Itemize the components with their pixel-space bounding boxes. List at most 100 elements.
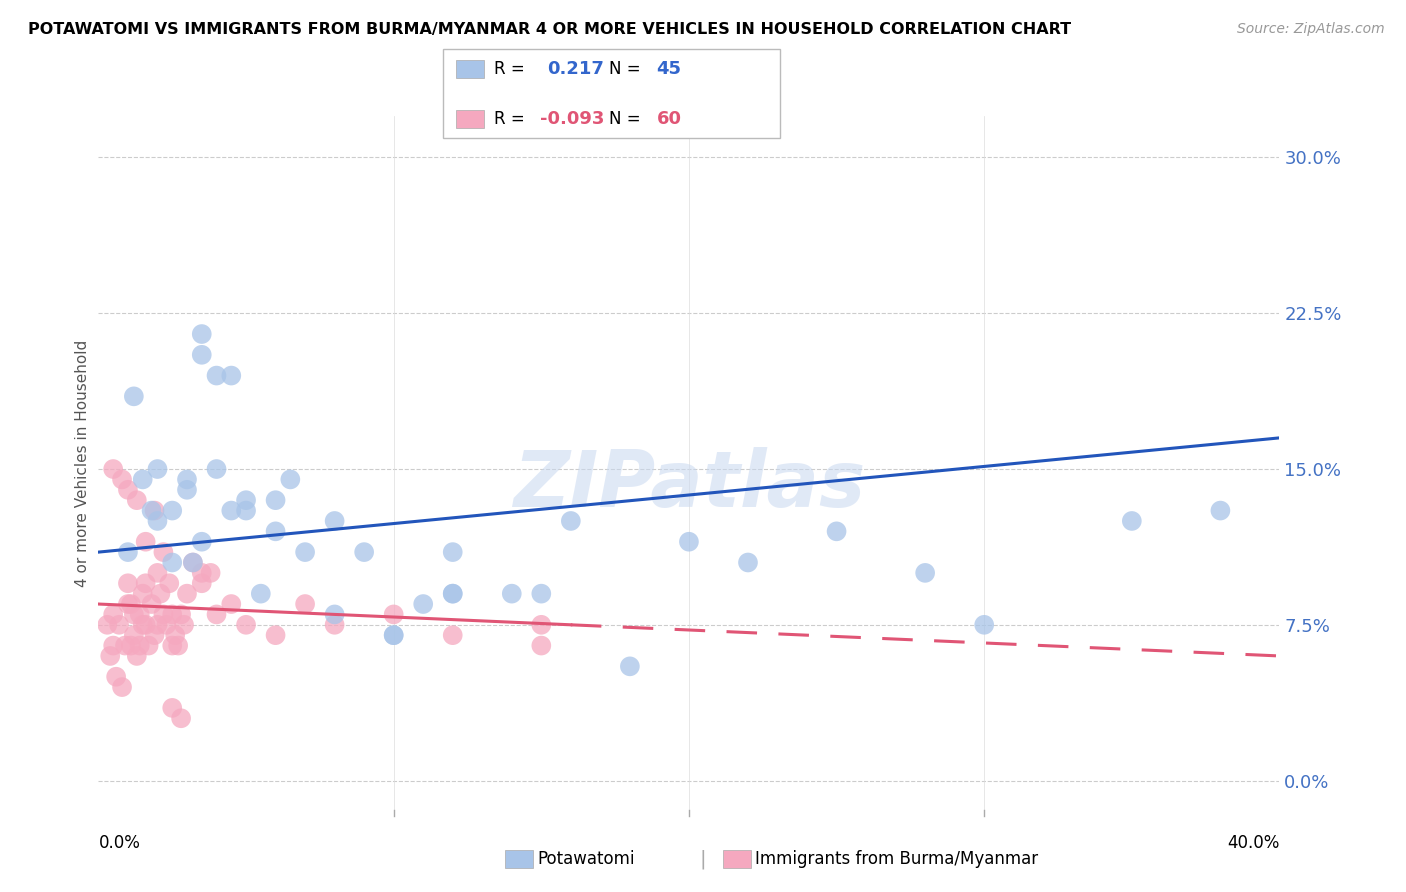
Point [146, 617, 169, 632]
Y-axis label: 4 or more Vehicles in Household: 4 or more Vehicles in Household [75, 340, 90, 588]
Point [294, 545, 316, 559]
Point [250, 587, 273, 601]
Point [176, 472, 198, 486]
Text: ZIPatlas: ZIPatlas [513, 447, 865, 523]
Point [138, 639, 160, 653]
Text: 0.0%: 0.0% [98, 834, 141, 852]
Point [200, 566, 222, 580]
Point [530, 639, 553, 653]
Point [146, 462, 169, 476]
Point [143, 503, 166, 517]
Point [117, 483, 139, 497]
Point [128, 639, 150, 653]
Point [176, 587, 198, 601]
Point [122, 628, 145, 642]
Point [108, 617, 131, 632]
Text: Source: ZipAtlas.com: Source: ZipAtlas.com [1237, 22, 1385, 37]
Point [382, 628, 405, 642]
Point [353, 545, 375, 559]
Point [105, 670, 128, 684]
Point [737, 556, 759, 570]
Point [125, 493, 148, 508]
Point [162, 607, 183, 622]
Point [143, 628, 166, 642]
Point [560, 514, 582, 528]
Point [170, 711, 193, 725]
Text: N =: N = [609, 110, 640, 128]
Point [221, 597, 243, 611]
Point [235, 617, 257, 632]
Point [191, 326, 214, 341]
Point [221, 368, 243, 383]
Text: Potawatomi: Potawatomi [537, 850, 634, 868]
Point [501, 587, 523, 601]
Text: Immigrants from Burma/Myanmar: Immigrants from Burma/Myanmar [755, 850, 1038, 868]
Point [205, 462, 228, 476]
Point [122, 389, 145, 403]
Point [323, 617, 346, 632]
Point [191, 348, 214, 362]
Point [111, 680, 134, 694]
Point [162, 503, 183, 517]
Point [132, 617, 155, 632]
Point [973, 617, 995, 632]
Point [132, 587, 155, 601]
Text: |: | [700, 849, 706, 869]
Point [103, 462, 125, 476]
Text: 0.217: 0.217 [547, 60, 603, 78]
Text: 40.0%: 40.0% [1227, 834, 1279, 852]
Text: 45: 45 [657, 60, 682, 78]
Point [530, 587, 553, 601]
Point [103, 639, 125, 653]
Text: -0.093: -0.093 [540, 110, 605, 128]
Point [152, 545, 174, 559]
Point [114, 639, 136, 653]
Point [117, 576, 139, 591]
Point [181, 556, 204, 570]
Point [825, 524, 848, 539]
Point [173, 617, 195, 632]
Point [235, 493, 257, 508]
Point [120, 597, 142, 611]
Point [149, 587, 172, 601]
Point [323, 607, 346, 622]
Point [412, 597, 434, 611]
Point [294, 597, 316, 611]
Point [264, 628, 287, 642]
Point [205, 368, 228, 383]
Point [135, 534, 157, 549]
Point [323, 514, 346, 528]
Text: N =: N = [609, 60, 640, 78]
Point [530, 617, 553, 632]
Point [128, 607, 150, 622]
Point [441, 587, 464, 601]
Point [141, 503, 163, 517]
Point [152, 607, 174, 622]
Point [103, 607, 125, 622]
Point [146, 514, 169, 528]
Point [117, 597, 139, 611]
Point [441, 587, 464, 601]
Point [162, 556, 183, 570]
Point [146, 566, 169, 580]
Point [162, 639, 183, 653]
Text: R =: R = [494, 60, 524, 78]
Point [157, 576, 180, 591]
Point [111, 472, 134, 486]
Point [135, 617, 157, 632]
Point [191, 566, 214, 580]
Point [441, 545, 464, 559]
Point [165, 628, 187, 642]
Point [1121, 514, 1143, 528]
Point [162, 701, 183, 715]
Point [619, 659, 641, 673]
Point [278, 472, 302, 486]
Point [181, 556, 204, 570]
Point [441, 628, 464, 642]
Point [122, 607, 145, 622]
Text: POTAWATOMI VS IMMIGRANTS FROM BURMA/MYANMAR 4 OR MORE VEHICLES IN HOUSEHOLD CORR: POTAWATOMI VS IMMIGRANTS FROM BURMA/MYAN… [28, 22, 1071, 37]
Point [264, 493, 287, 508]
Text: 60: 60 [657, 110, 682, 128]
Point [98, 648, 121, 663]
Point [205, 607, 228, 622]
